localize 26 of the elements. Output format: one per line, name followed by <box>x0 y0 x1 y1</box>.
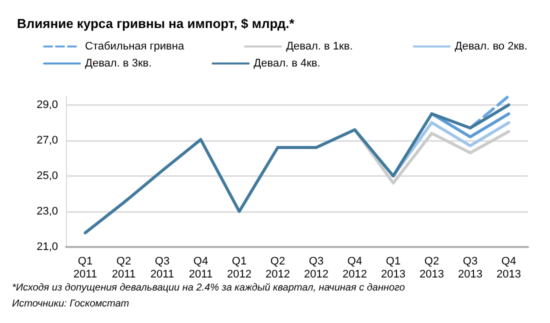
x-tick-label: Q4 2012 <box>342 256 367 280</box>
x-tick-label: Q2 2012 <box>266 256 290 280</box>
legend-label: Девал. в 1кв. <box>286 40 353 52</box>
y-tick-label: 21,0 <box>36 241 58 253</box>
x-tick-label: Q1 2013 <box>381 256 406 280</box>
y-tick-label: 29,0 <box>36 98 58 111</box>
y-tick-label: 23,0 <box>36 205 58 218</box>
x-tick-label: Q4 2013 <box>496 256 521 280</box>
text: Источники: Госкомстат <box>12 298 130 310</box>
line-series <box>84 103 510 234</box>
text: *Исходя из допущения девальвации на 2.4% за каждый квартал, начиная с данного <box>12 282 406 294</box>
x-tick-label: Q3 2013 <box>458 256 482 280</box>
legend-label: Стабильная гривна <box>85 40 185 52</box>
legend-label: Девал. во 2кв. <box>454 40 528 52</box>
x-tick-label: Q2 2013 <box>420 256 444 280</box>
x-tick-label: Q2 2011 <box>112 256 136 280</box>
x-tick-label: Q3 2012 <box>304 256 328 280</box>
x-tick-label: Q1 2012 <box>227 256 252 280</box>
y-tick-label: 25,0 <box>36 170 58 182</box>
chart-title: Влияние курса гривны на импорт, $ млрд.* <box>17 16 296 31</box>
x-tick-label: Q4 2011 <box>188 256 213 280</box>
x-tick-label: Q3 2011 <box>150 256 174 280</box>
legend-label: Девал. в 3кв. <box>85 58 152 70</box>
x-tick-label: Q1 2011 <box>73 256 98 280</box>
legend-label: Девал. в 4кв. <box>254 58 320 70</box>
y-tick-label: 27,0 <box>36 134 58 146</box>
